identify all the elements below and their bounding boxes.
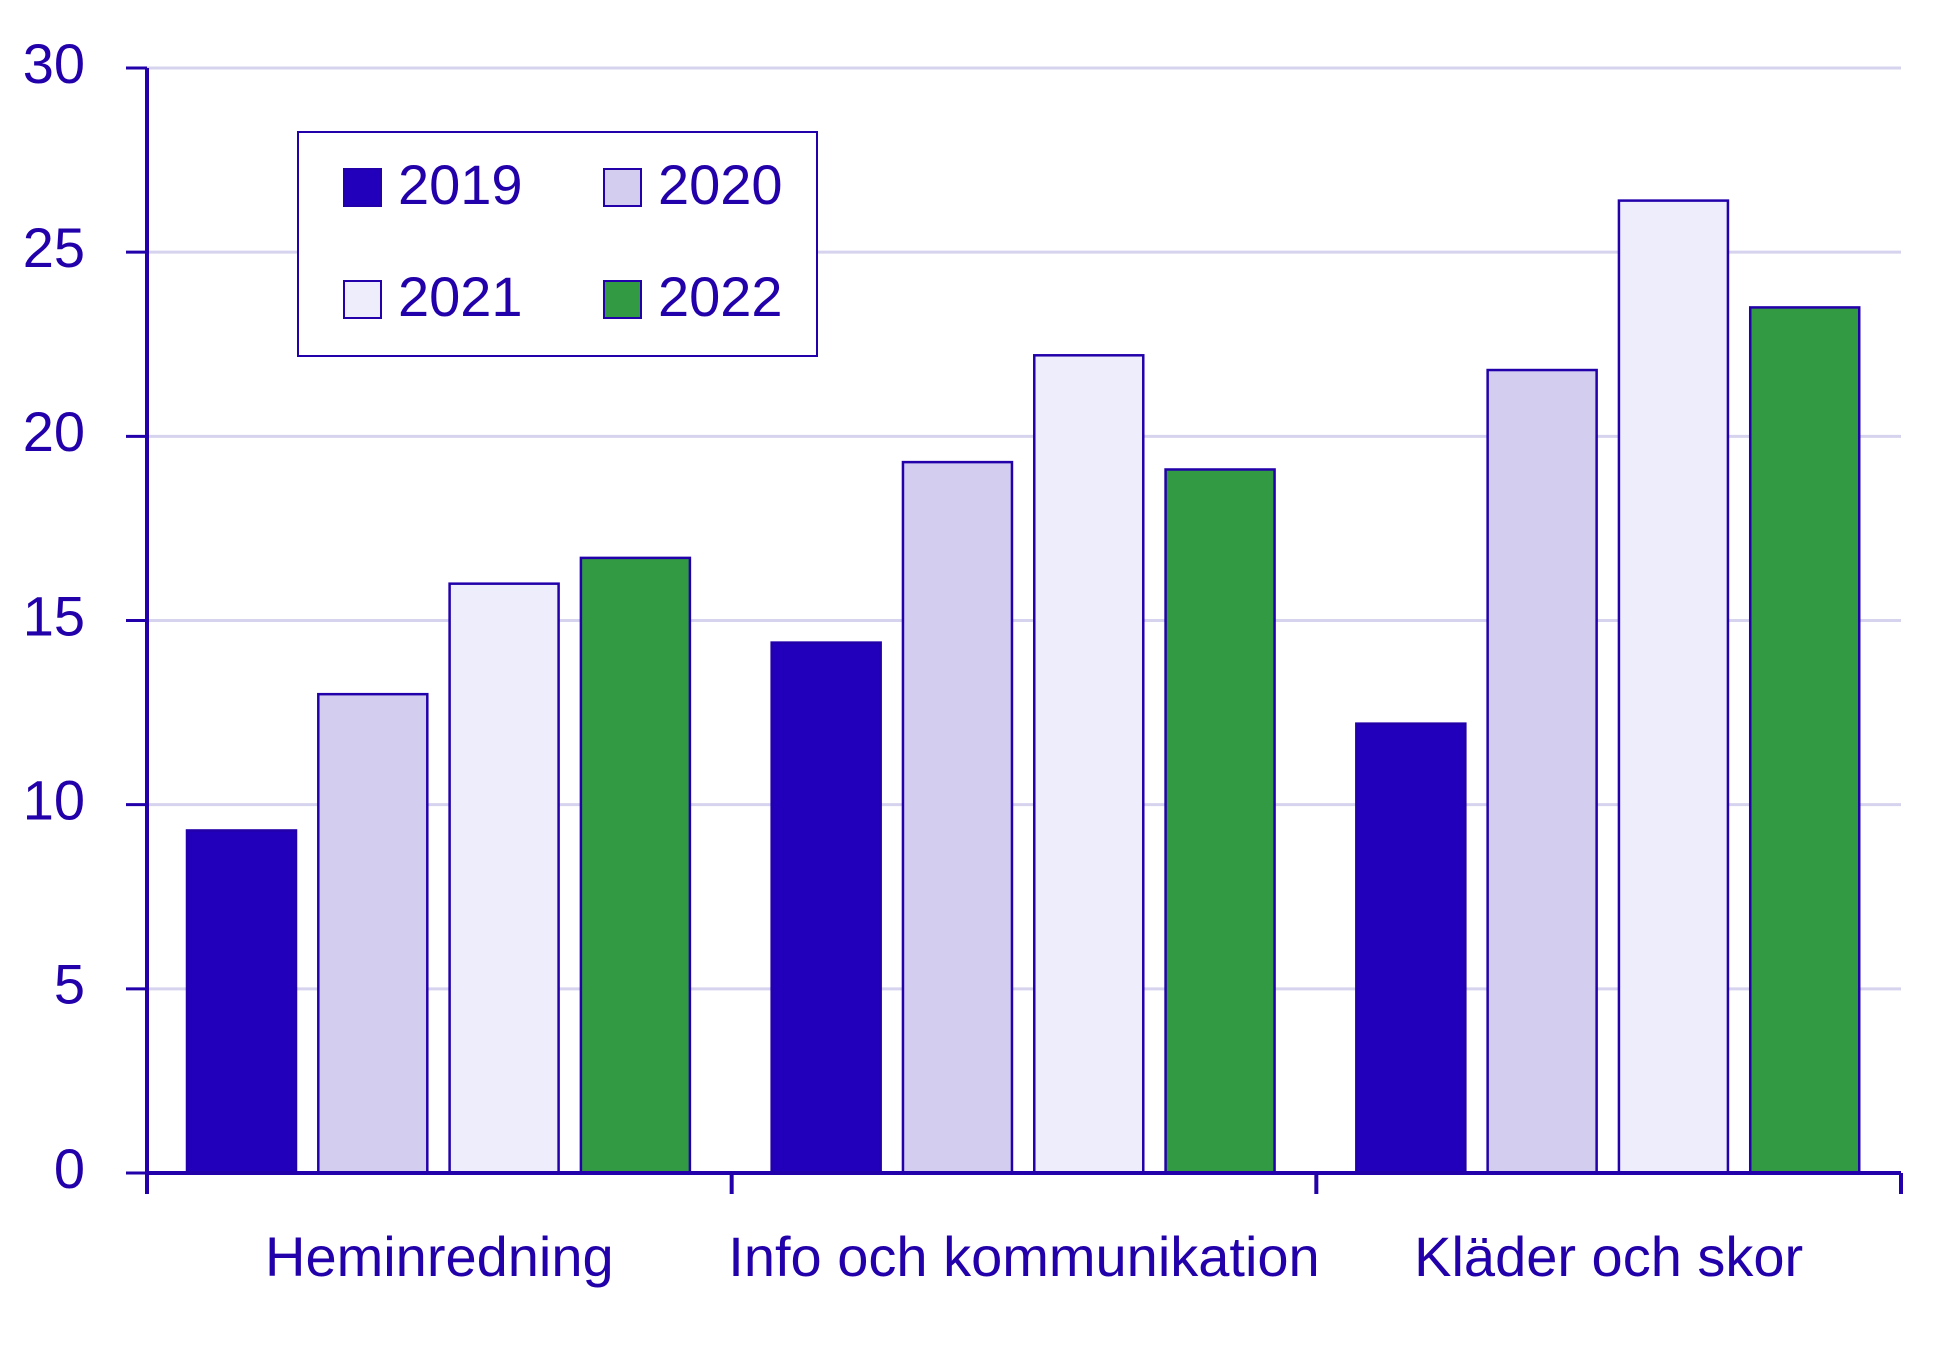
legend-swatch xyxy=(343,168,382,207)
legend-label: 2021 xyxy=(398,265,523,328)
bar xyxy=(1748,306,1861,1175)
bar xyxy=(448,582,560,1175)
legend-label: 2019 xyxy=(398,153,523,216)
x-tick-label: Kläder och skor xyxy=(1414,1225,1803,1288)
bar xyxy=(1355,722,1467,1175)
bar xyxy=(1033,354,1145,1175)
bar xyxy=(901,460,1014,1175)
bar xyxy=(579,556,692,1175)
y-tick-label: 30 xyxy=(23,32,85,95)
legend-label: 2020 xyxy=(658,153,783,216)
y-tick-label: 25 xyxy=(23,216,85,279)
legend-swatch xyxy=(603,280,642,319)
legend-label: 2022 xyxy=(658,265,783,328)
y-tick-label: 0 xyxy=(54,1137,85,1200)
x-tick-label: Heminredning xyxy=(265,1225,614,1288)
legend-box xyxy=(297,131,818,357)
bar xyxy=(317,692,429,1175)
y-tick-label: 5 xyxy=(54,953,85,1016)
y-tick-label: 10 xyxy=(23,768,85,831)
y-tick-label: 20 xyxy=(23,400,85,463)
bar xyxy=(1164,468,1276,1175)
bar xyxy=(185,829,298,1175)
legend-swatch xyxy=(343,280,382,319)
bar xyxy=(1486,368,1598,1175)
legend-swatch xyxy=(603,168,642,207)
bar xyxy=(770,641,882,1175)
bar xyxy=(1617,199,1730,1175)
y-tick-label: 15 xyxy=(23,584,85,647)
x-tick-label: Info och kommunikation xyxy=(728,1225,1319,1288)
